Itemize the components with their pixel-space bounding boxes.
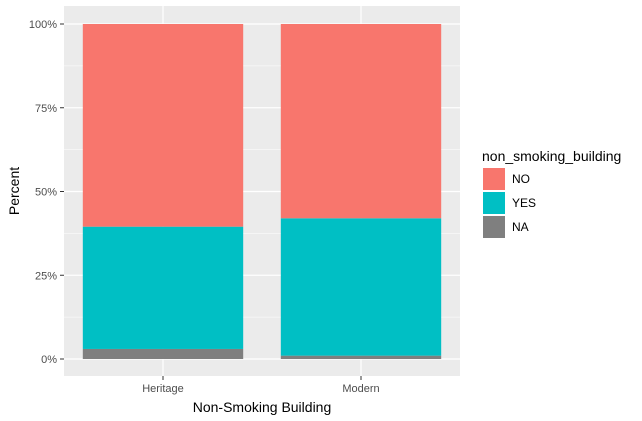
legend-title: non_smoking_building: [482, 148, 621, 164]
legend-swatch-no: [483, 168, 505, 190]
y-tick-label: 50%: [35, 187, 57, 199]
legend-label-yes: YES: [512, 196, 536, 210]
x-axis-ticks: Heritage Modern: [142, 376, 380, 395]
bar-heritage-no: [82, 24, 244, 227]
legend-label-no: NO: [512, 172, 530, 186]
x-tick-label-heritage: Heritage: [142, 383, 184, 395]
y-tick-label: 25%: [35, 270, 57, 282]
legend: non_smoking_building NO YES NA: [482, 148, 621, 238]
bar-modern-yes: [280, 218, 442, 356]
legend-swatch-na: [483, 216, 505, 238]
y-axis-ticks: 0% 25% 50% 75% 100%: [29, 19, 64, 366]
y-tick-label: 75%: [35, 103, 57, 115]
y-tick-label: 0%: [41, 354, 57, 366]
legend-label-na: NA: [512, 220, 529, 234]
x-tick-label-modern: Modern: [342, 383, 379, 395]
y-tick-label: 100%: [29, 19, 57, 31]
y-axis-title: Percent: [6, 167, 22, 215]
bar-heritage-yes: [82, 226, 244, 349]
bars: [82, 24, 442, 359]
x-axis-title: Non-Smoking Building: [193, 399, 332, 415]
legend-swatch-yes: [483, 192, 505, 214]
bar-heritage-na: [82, 348, 244, 359]
bar-modern-na: [280, 355, 442, 359]
bar-modern-no: [280, 24, 442, 219]
